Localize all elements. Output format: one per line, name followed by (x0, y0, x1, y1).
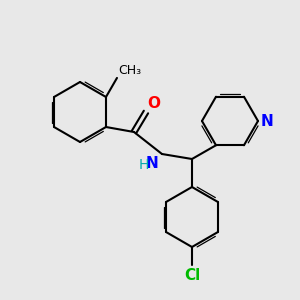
Text: H: H (139, 158, 149, 172)
Text: N: N (146, 156, 158, 171)
Text: CH₃: CH₃ (118, 64, 141, 77)
Text: O: O (147, 96, 160, 111)
Text: Cl: Cl (184, 268, 200, 283)
Text: N: N (261, 113, 274, 128)
